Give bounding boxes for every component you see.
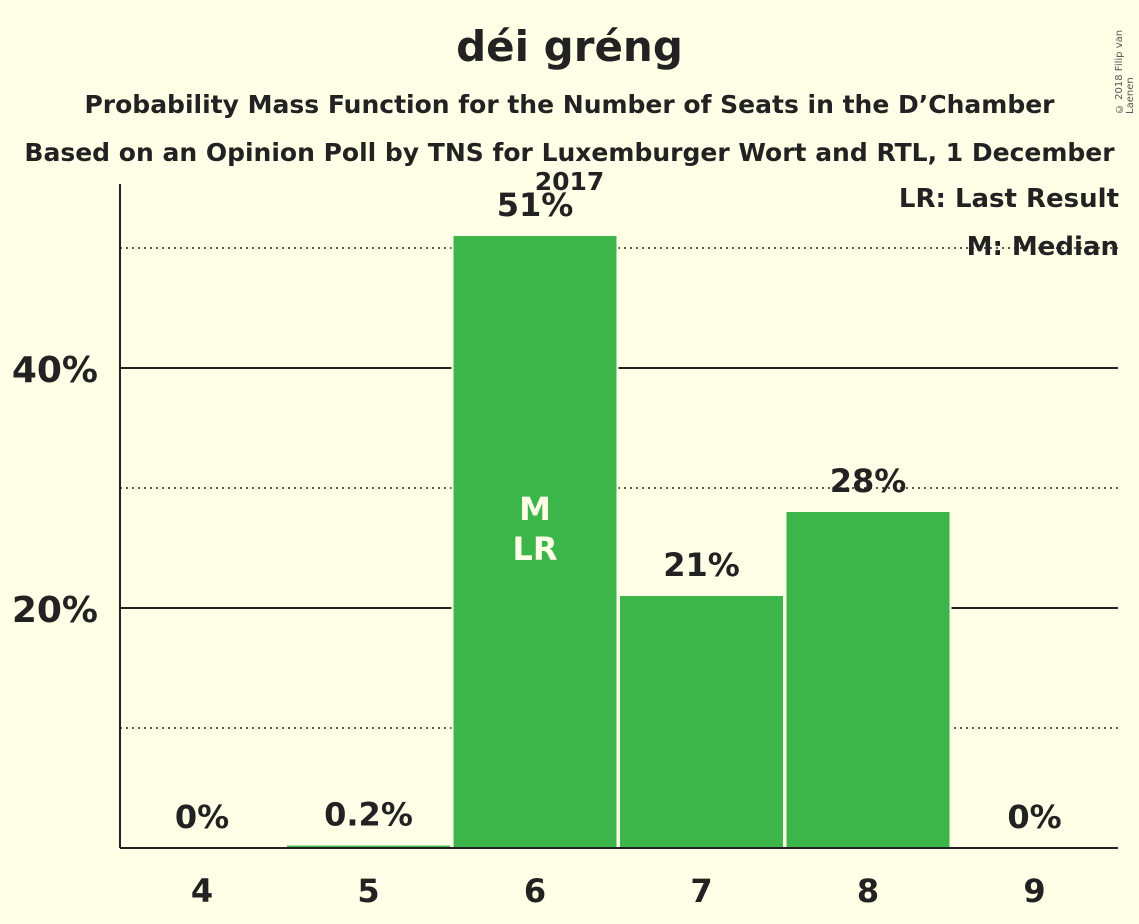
chart-subtitle: Probability Mass Function for the Number…: [84, 90, 1055, 119]
x-tick-label: 4: [191, 872, 213, 910]
x-tick-label: 7: [690, 872, 712, 910]
value-label: 0%: [175, 798, 229, 836]
bar-5: [287, 845, 450, 848]
y-tick-label: 20%: [12, 590, 98, 631]
value-label: 21%: [663, 546, 740, 584]
bar-annotation: LR: [512, 530, 557, 568]
legend-last-result: LR: Last Result: [898, 184, 1119, 214]
bar-6: [453, 236, 617, 848]
chart-title: déi gréng: [456, 22, 683, 71]
bar-annotation: M: [519, 490, 551, 528]
x-tick-label: 5: [357, 872, 379, 910]
chart-subtitle-source: Based on an Opinion Poll by TNS for Luxe…: [24, 138, 1115, 196]
value-label: 0.2%: [324, 796, 413, 834]
x-tick-label: 6: [524, 872, 546, 910]
bar-8: [786, 512, 950, 848]
x-tick-label: 9: [1023, 872, 1045, 910]
value-label: 51%: [497, 186, 574, 224]
legend-median: M: Median: [966, 232, 1119, 262]
value-label: 0%: [1007, 798, 1061, 836]
y-tick-label: 40%: [12, 350, 98, 391]
x-tick-label: 8: [857, 872, 879, 910]
value-label: 28%: [830, 462, 907, 500]
bar-7: [620, 596, 783, 848]
